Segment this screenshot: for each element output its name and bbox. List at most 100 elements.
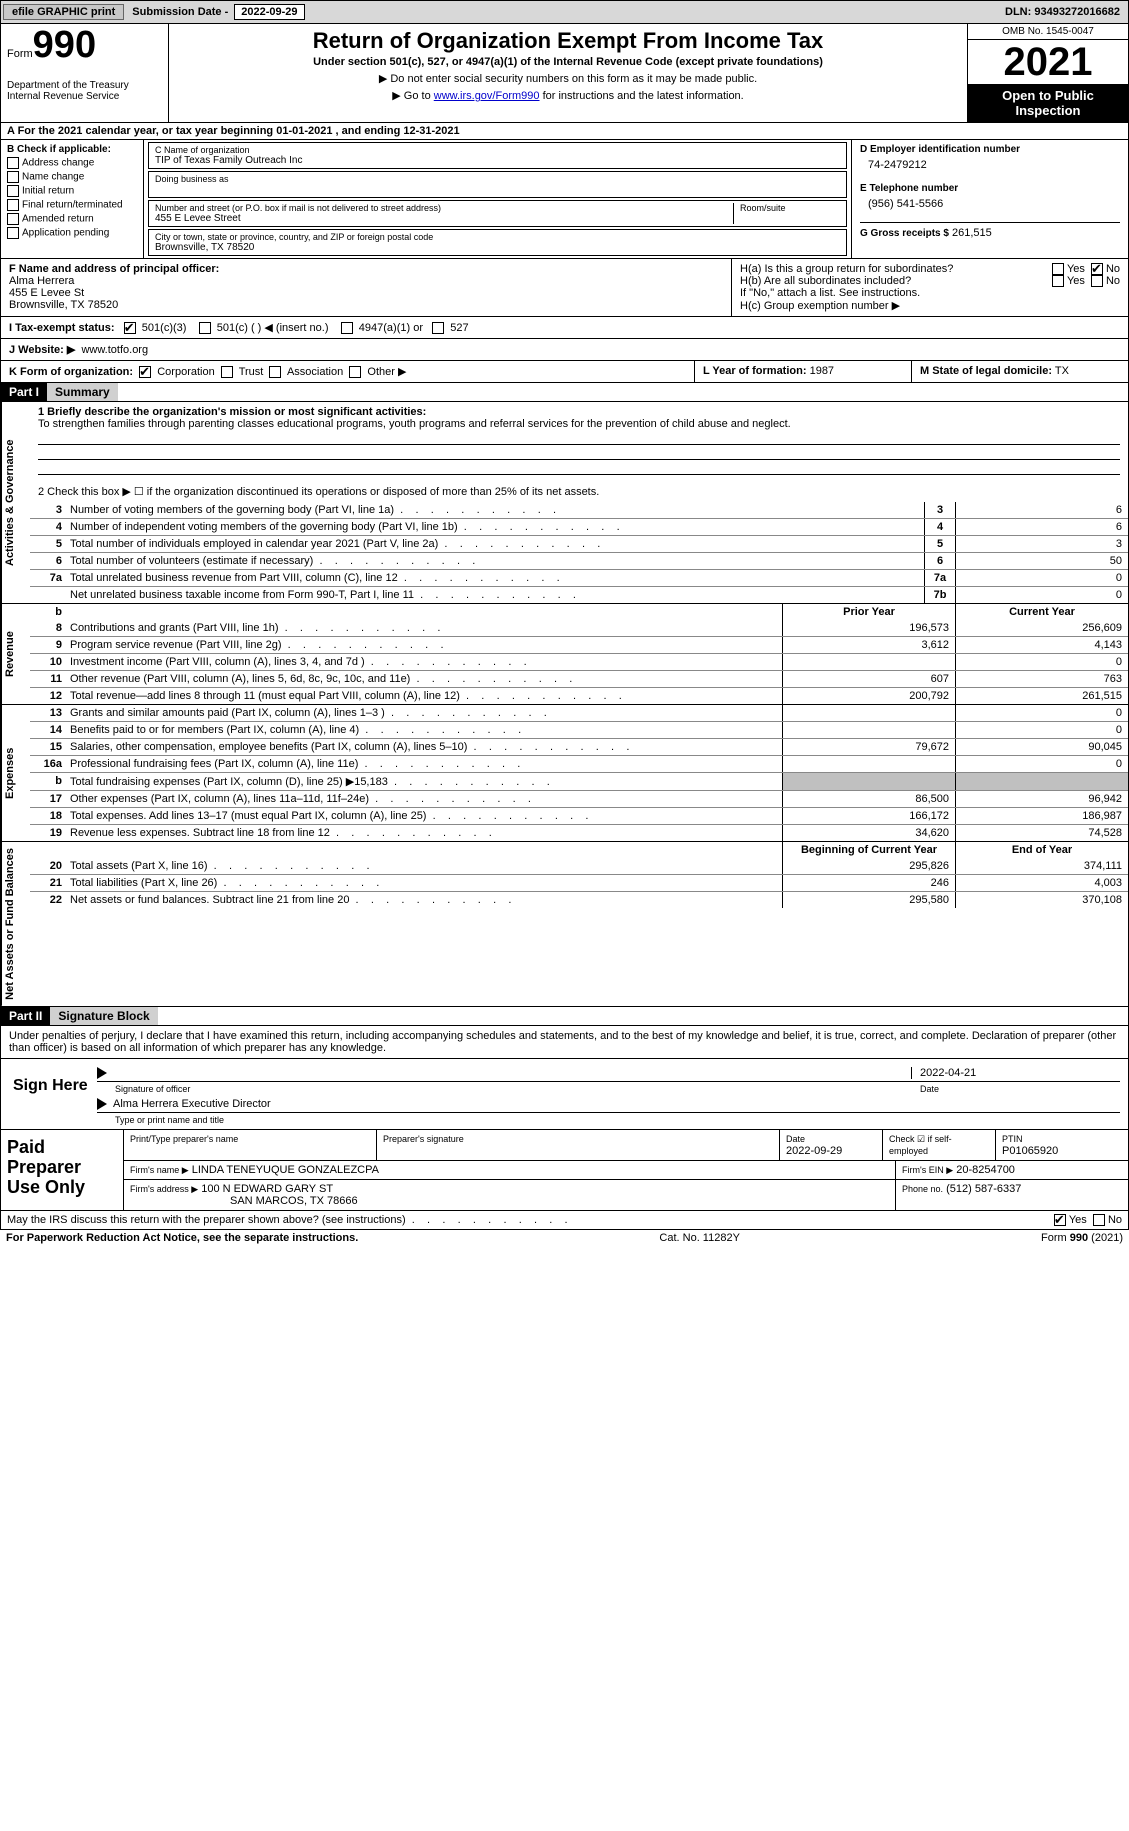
- table-row: 22Net assets or fund balances. Subtract …: [30, 891, 1128, 908]
- cb-address-change[interactable]: Address change: [7, 157, 137, 169]
- discuss-no[interactable]: [1093, 1214, 1105, 1226]
- cb-501c3[interactable]: [124, 322, 136, 334]
- footer-left: For Paperwork Reduction Act Notice, see …: [6, 1232, 358, 1244]
- ha-no[interactable]: No: [1091, 263, 1120, 275]
- hc-label: H(c) Group exemption number ▶: [740, 299, 1120, 312]
- city-box: City or town, state or province, country…: [148, 229, 847, 256]
- gross-label: G Gross receipts $: [860, 228, 949, 239]
- header-line1: ▶ Do not enter social security numbers o…: [179, 72, 957, 85]
- sig-officer-label: Signature of officer: [97, 1084, 920, 1094]
- discuss-q: May the IRS discuss this return with the…: [7, 1214, 406, 1226]
- f-addr2: Brownsville, TX 78520: [9, 299, 723, 311]
- h-group-return: H(a) Is this a group return for subordin…: [732, 259, 1128, 316]
- table-row: 9Program service revenue (Part VIII, lin…: [30, 636, 1128, 653]
- cb-501c[interactable]: [199, 322, 211, 334]
- gov-row: 5Total number of individuals employed in…: [30, 535, 1128, 552]
- side-revenue: Revenue: [1, 604, 30, 704]
- perjury-declaration: Under penalties of perjury, I declare th…: [0, 1026, 1129, 1059]
- expenses-content: 13Grants and similar amounts paid (Part …: [30, 705, 1128, 841]
- cb-other[interactable]: [349, 366, 361, 378]
- f-addr1: 455 E Levee St: [9, 287, 723, 299]
- cb-final-return[interactable]: Final return/terminated: [7, 199, 137, 211]
- gov-row: 7aTotal unrelated business revenue from …: [30, 569, 1128, 586]
- ein-value: 74-2479212: [868, 159, 1120, 171]
- org-name-value: TIP of Texas Family Outreach Inc: [155, 155, 840, 166]
- ha-yes[interactable]: Yes: [1052, 263, 1085, 275]
- table-row: 18Total expenses. Add lines 13–17 (must …: [30, 807, 1128, 824]
- officer-name-title: Alma Herrera Executive Director: [113, 1098, 271, 1110]
- part1-header: Part ISummary: [0, 383, 1129, 402]
- form-subtitle: Under section 501(c), 527, or 4947(a)(1)…: [179, 56, 957, 68]
- ha-label: H(a) Is this a group return for subordin…: [740, 263, 1052, 275]
- table-row: 17Other expenses (Part IX, column (A), l…: [30, 790, 1128, 807]
- row-klm: K Form of organization: Corporation Trus…: [0, 361, 1129, 383]
- paid-row-2: Firm's name ▶ LINDA TENEYUQUE GONZALEZCP…: [124, 1161, 1128, 1180]
- irs-link[interactable]: www.irs.gov/Form990: [434, 90, 540, 102]
- org-name-label: C Name of organization: [155, 145, 840, 155]
- footer-right: Form 990 (2021): [1041, 1232, 1123, 1244]
- sign-here-fields: 2022-04-21 Signature of officer Date Alm…: [97, 1063, 1120, 1125]
- cb-527[interactable]: [432, 322, 444, 334]
- form-number: 990: [33, 24, 96, 66]
- cb-self-employed[interactable]: Check ☑ if self-employed: [883, 1130, 996, 1160]
- form-header: Form990 Department of the TreasuryIntern…: [0, 24, 1129, 123]
- header-left: Form990 Department of the TreasuryIntern…: [1, 24, 169, 122]
- j-value: www.totfo.org: [81, 344, 148, 356]
- paid-row-3: Firm's address ▶ 100 N EDWARD GARY STSAN…: [124, 1180, 1128, 1210]
- table-row: 12Total revenue—add lines 8 through 11 (…: [30, 687, 1128, 704]
- efile-print-button[interactable]: efile GRAPHIC print: [3, 4, 124, 20]
- cb-4947a1[interactable]: [341, 322, 353, 334]
- discuss-yes[interactable]: [1054, 1214, 1066, 1226]
- table-row: 8Contributions and grants (Part VIII, li…: [30, 620, 1128, 636]
- addr-value: 455 E Levee Street: [155, 213, 733, 224]
- part1-title: Summary: [47, 383, 118, 401]
- col-c-org-info: C Name of organization TIP of Texas Fami…: [144, 140, 851, 258]
- gov-row: 4Number of independent voting members of…: [30, 518, 1128, 535]
- part2-bar: Part II: [1, 1007, 50, 1025]
- side-expenses: Expenses: [1, 705, 30, 841]
- hb-yes[interactable]: Yes: [1052, 275, 1085, 287]
- hb-no[interactable]: No: [1091, 275, 1120, 287]
- dept-treasury: Department of the TreasuryInternal Reven…: [7, 80, 162, 102]
- table-row: 13Grants and similar amounts paid (Part …: [30, 705, 1128, 721]
- block-bcd: B Check if applicable: Address change Na…: [0, 140, 1129, 259]
- gross-value: 261,515: [952, 227, 992, 239]
- i-label: I Tax-exempt status:: [9, 322, 115, 334]
- cb-name-change[interactable]: Name change: [7, 171, 137, 183]
- caret-icon: [97, 1098, 107, 1110]
- netassets-content: Beginning of Current Year End of Year 20…: [30, 842, 1128, 1006]
- officer-name-label: Type or print name and title: [97, 1115, 1120, 1125]
- section-governance: Activities & Governance 1 Briefly descri…: [0, 402, 1129, 604]
- cb-corporation[interactable]: [139, 366, 151, 378]
- cb-association[interactable]: [269, 366, 281, 378]
- row-j-website: J Website: ▶ www.totfo.org: [0, 339, 1129, 361]
- col-d-ein: D Employer identification number 74-2479…: [851, 140, 1128, 258]
- row-a-tax-year: A For the 2021 calendar year, or tax yea…: [0, 123, 1129, 140]
- top-toolbar: efile GRAPHIC print Submission Date - 20…: [0, 0, 1129, 24]
- section-netassets: Net Assets or Fund Balances Beginning of…: [0, 842, 1129, 1007]
- l-year-formation: L Year of formation: 1987: [695, 361, 912, 382]
- dln: DLN: 93493272016682: [1005, 6, 1128, 18]
- col-b-checkboxes: B Check if applicable: Address change Na…: [1, 140, 144, 258]
- cb-initial-return[interactable]: Initial return: [7, 185, 137, 197]
- room-label: Room/suite: [740, 203, 840, 213]
- paid-row-1: Print/Type preparer's name Preparer's si…: [124, 1130, 1128, 1161]
- table-row: 14Benefits paid to or for members (Part …: [30, 721, 1128, 738]
- phone-value: (956) 541-5566: [868, 198, 1120, 210]
- gov-row: Net unrelated business taxable income fr…: [30, 586, 1128, 603]
- phone-label: E Telephone number: [860, 183, 1120, 194]
- cb-application-pending[interactable]: Application pending: [7, 227, 137, 239]
- cb-amended-return[interactable]: Amended return: [7, 213, 137, 225]
- row-i-tax-exempt: I Tax-exempt status: 501(c)(3) 501(c) ( …: [0, 317, 1129, 339]
- side-netassets: Net Assets or Fund Balances: [1, 842, 30, 1006]
- revenue-content: b Prior Year Current Year 8Contributions…: [30, 604, 1128, 704]
- submission-date-label: Submission Date -: [126, 6, 234, 18]
- table-row: 21Total liabilities (Part X, line 26)246…: [30, 874, 1128, 891]
- addr-box: Number and street (or P.O. box if mail i…: [148, 200, 847, 227]
- addr-label: Number and street (or P.O. box if mail i…: [155, 203, 733, 213]
- cb-trust[interactable]: [221, 366, 233, 378]
- gov-row: 3Number of voting members of the governi…: [30, 502, 1128, 518]
- section-revenue: Revenue b Prior Year Current Year 8Contr…: [0, 604, 1129, 705]
- table-row: 10Investment income (Part VIII, column (…: [30, 653, 1128, 670]
- line1-mission: 1 Briefly describe the organization's mi…: [30, 402, 1128, 481]
